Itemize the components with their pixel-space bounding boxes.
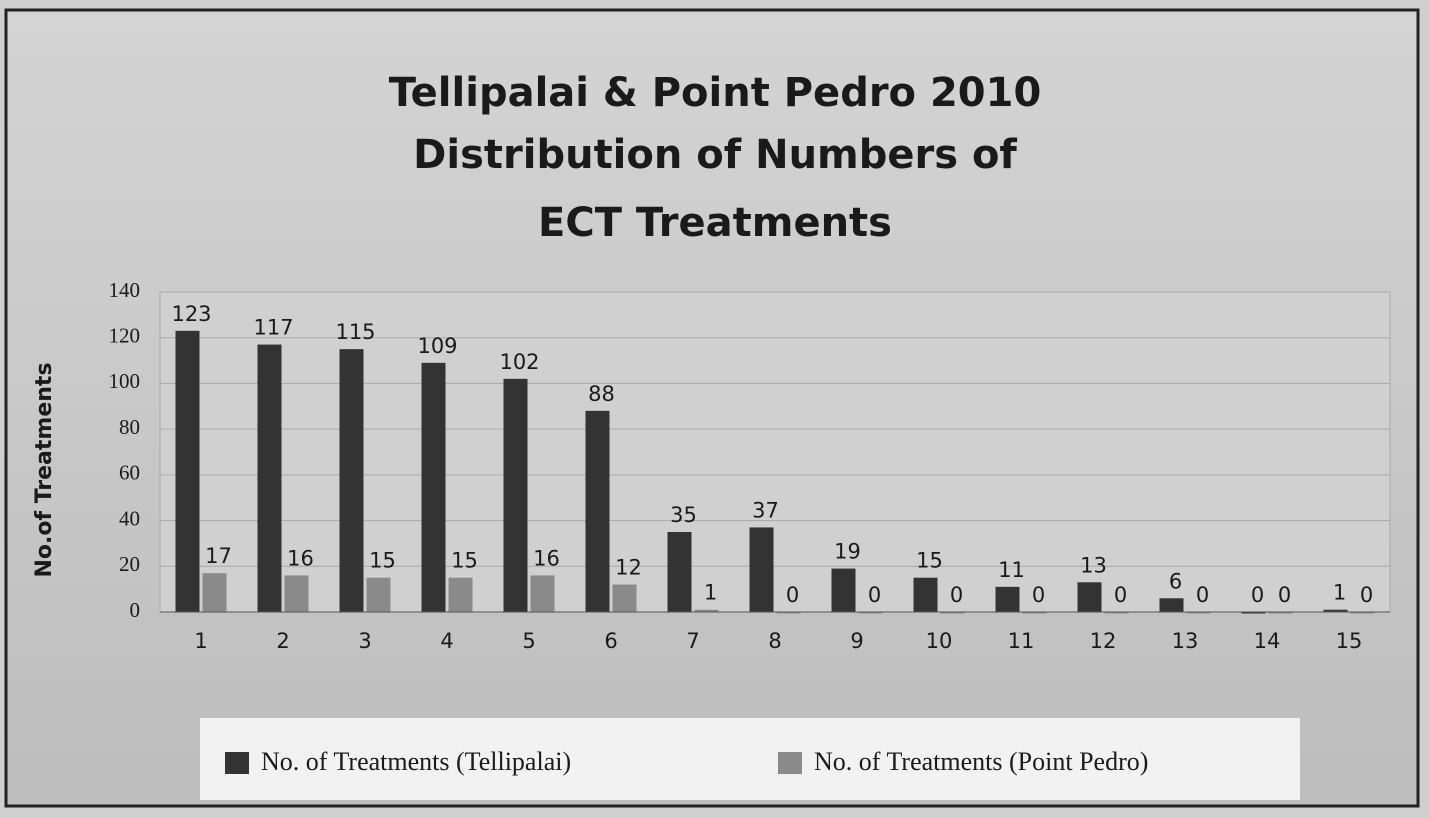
bar	[448, 577, 473, 612]
x-tick-label: 1	[194, 629, 207, 653]
bar	[694, 609, 719, 612]
data-label: 123	[171, 302, 211, 326]
data-label: 0	[786, 583, 799, 607]
data-label: 11	[998, 558, 1025, 582]
legend-label: No. of Treatments (Point Pedro)	[814, 747, 1148, 776]
data-label: 0	[1032, 583, 1045, 607]
x-tick-label: 9	[850, 629, 863, 653]
data-label: 0	[950, 583, 963, 607]
y-tick-label: 0	[130, 598, 141, 622]
bar	[421, 362, 446, 612]
x-tick-label: 6	[604, 629, 617, 653]
data-label: 1	[1333, 581, 1346, 605]
bar	[1268, 612, 1293, 614]
y-tick-label: 100	[109, 369, 141, 393]
y-tick-label: 40	[119, 506, 140, 530]
bar	[1159, 598, 1184, 612]
bar	[1077, 582, 1102, 612]
data-label: 19	[834, 540, 861, 564]
data-label: 0	[1114, 583, 1127, 607]
data-label: 0	[1251, 583, 1264, 607]
data-label: 0	[1278, 583, 1291, 607]
chart-title: ECT Treatments	[538, 200, 892, 246]
bar	[339, 349, 364, 612]
bar	[257, 344, 282, 612]
bar	[284, 575, 309, 612]
bar	[831, 568, 856, 612]
y-tick-label: 140	[109, 278, 141, 302]
data-label: 12	[615, 556, 642, 580]
bar	[175, 330, 200, 612]
legend	[200, 718, 1300, 800]
bar	[1323, 609, 1348, 612]
data-label: 15	[916, 549, 943, 573]
bar	[202, 573, 227, 612]
x-tick-label: 11	[1008, 629, 1035, 653]
y-tick-label: 20	[119, 552, 140, 576]
x-tick-label: 8	[768, 629, 781, 653]
x-tick-label: 2	[276, 629, 289, 653]
bar	[1350, 612, 1375, 614]
bar	[366, 577, 391, 612]
bar	[749, 527, 774, 612]
data-label: 15	[451, 549, 478, 573]
legend-swatch	[778, 752, 802, 774]
bar	[530, 575, 555, 612]
bar	[1241, 612, 1266, 614]
y-tick-label: 60	[119, 461, 140, 485]
x-tick-label: 4	[440, 629, 453, 653]
chart-title: Tellipalai & Point Pedro 2010	[389, 70, 1042, 116]
bar	[667, 532, 692, 612]
bar	[940, 612, 965, 614]
data-label: 35	[670, 503, 697, 527]
data-label: 88	[588, 382, 615, 406]
bar	[1022, 612, 1047, 614]
x-tick-label: 5	[522, 629, 535, 653]
bar	[612, 584, 637, 612]
x-tick-label: 14	[1254, 629, 1281, 653]
x-tick-label: 7	[686, 629, 699, 653]
data-label: 0	[1360, 583, 1373, 607]
bar	[858, 612, 883, 614]
y-tick-label: 120	[109, 324, 141, 348]
data-label: 1	[704, 581, 717, 605]
legend-swatch	[225, 752, 249, 774]
data-label: 0	[1196, 583, 1209, 607]
data-label: 102	[499, 350, 539, 374]
data-label: 15	[369, 549, 396, 573]
data-label: 117	[253, 316, 293, 340]
x-tick-label: 15	[1336, 629, 1363, 653]
y-axis-label: No.of Treatments	[32, 362, 57, 577]
x-tick-label: 13	[1172, 629, 1199, 653]
bar	[1186, 612, 1211, 614]
bar	[913, 577, 938, 612]
plot-area	[159, 291, 1391, 613]
data-label: 17	[205, 544, 232, 568]
legend-label: No. of Treatments (Tellipalai)	[261, 747, 571, 776]
x-tick-label: 12	[1090, 629, 1117, 653]
data-label: 6	[1169, 569, 1182, 593]
data-label: 13	[1080, 553, 1107, 577]
data-label: 109	[417, 334, 457, 358]
bar	[1104, 612, 1129, 614]
x-tick-label: 10	[926, 629, 953, 653]
bar	[776, 612, 801, 614]
data-label: 16	[287, 546, 314, 570]
data-label: 115	[335, 320, 375, 344]
bar	[585, 410, 610, 612]
y-tick-label: 80	[119, 415, 140, 439]
x-tick-label: 3	[358, 629, 371, 653]
bar	[503, 378, 528, 612]
data-label: 16	[533, 546, 560, 570]
data-label: 0	[868, 583, 881, 607]
bar	[995, 586, 1020, 612]
chart-title: Distribution of Numbers of	[413, 132, 1017, 178]
data-label: 37	[752, 498, 779, 522]
